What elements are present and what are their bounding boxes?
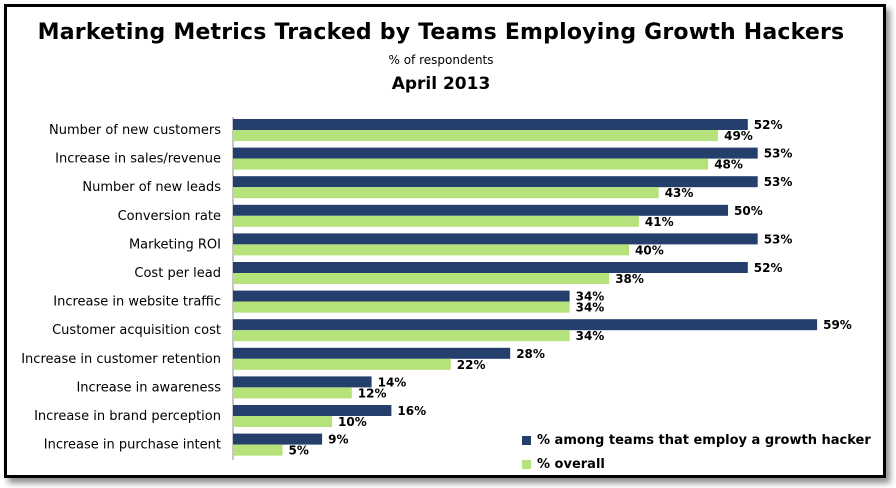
value-label-overall: 22%: [457, 358, 486, 372]
category-label: Increase in customer retention: [21, 352, 221, 367]
value-label-growth-hacker: 53%: [764, 147, 793, 161]
value-label-growth-hacker: 59%: [823, 318, 852, 332]
category-label: Number of new leads: [82, 180, 221, 195]
value-label-growth-hacker: 34%: [576, 290, 605, 304]
category-label: Increase in awareness: [76, 380, 221, 395]
value-label-growth-hacker: 50%: [734, 204, 763, 218]
legend-label-series2: % overall: [537, 456, 605, 472]
bar-growth-hacker: [233, 347, 511, 359]
bar-growth-hacker: [233, 204, 728, 216]
legend-swatch-series2: [522, 459, 531, 469]
category-label: Customer acquisition cost: [52, 323, 221, 338]
value-label-overall: 38%: [615, 272, 644, 286]
value-label-overall: 12%: [358, 386, 387, 400]
bar-overall: [233, 387, 352, 399]
bar-overall: [233, 130, 719, 141]
legend-swatch-series1: [522, 435, 531, 445]
bar-growth-hacker: [233, 290, 570, 302]
value-label-growth-hacker: 53%: [764, 175, 793, 189]
legend-label-series1: % among teams that employ a growth hacke…: [537, 432, 871, 448]
value-label-growth-hacker: 16%: [397, 404, 426, 418]
bar-growth-hacker: [233, 376, 372, 388]
bar-growth-hacker: [233, 319, 818, 331]
chart-title: Marketing Metrics Tracked by Teams Emplo…: [37, 20, 845, 45]
bar-growth-hacker: [233, 176, 758, 188]
bar-overall: [233, 244, 629, 256]
value-label-overall: 34%: [576, 329, 605, 343]
value-label-overall: 5%: [289, 444, 309, 458]
value-label-growth-hacker: 52%: [754, 118, 783, 132]
category-label: Conversion rate: [118, 209, 221, 224]
category-label: Increase in website traffic: [53, 295, 221, 310]
bar-overall: [233, 215, 639, 227]
bar-growth-hacker: [233, 433, 323, 445]
bar-growth-hacker: [233, 147, 758, 159]
category-label: Increase in sales/revenue: [55, 152, 221, 167]
bar-growth-hacker: [233, 405, 392, 416]
bar-overall: [233, 330, 570, 342]
legend-item-series1: % among teams that employ a growth hacke…: [522, 428, 871, 452]
value-label-growth-hacker: 52%: [754, 261, 783, 275]
chart-date: April 2013: [391, 74, 491, 94]
bar-growth-hacker: [233, 262, 748, 273]
category-label: Increase in brand perception: [34, 409, 221, 424]
chart-subtitle: % of respondents: [388, 53, 494, 67]
value-label-overall: 48%: [714, 158, 743, 172]
legend-item-series2: % overall: [522, 452, 871, 476]
bar-growth-hacker: [233, 233, 758, 245]
bar-overall: [233, 416, 332, 427]
bar-overall: [233, 301, 570, 313]
value-label-overall: 10%: [338, 415, 367, 429]
category-label: Number of new customers: [49, 123, 221, 138]
bar-overall: [233, 273, 610, 284]
value-label-overall: 34%: [576, 301, 605, 315]
value-label-overall: 40%: [635, 243, 664, 257]
category-label: Cost per lead: [134, 266, 221, 281]
value-label-overall: 41%: [645, 215, 674, 229]
category-label: Increase in purchase intent: [44, 438, 221, 453]
bar-growth-hacker: [233, 119, 748, 130]
value-label-overall: 49%: [724, 129, 753, 143]
value-label-overall: 43%: [665, 186, 694, 200]
value-label-growth-hacker: 9%: [328, 433, 348, 447]
bar-overall: [233, 358, 451, 370]
chart-legend: % among teams that employ a growth hacke…: [522, 428, 871, 476]
value-label-growth-hacker: 28%: [516, 347, 545, 361]
bar-overall: [233, 444, 283, 456]
value-label-growth-hacker: 14%: [378, 375, 407, 389]
value-label-growth-hacker: 53%: [764, 232, 793, 246]
bar-overall: [233, 187, 659, 199]
category-label: Marketing ROI: [129, 237, 221, 252]
bar-overall: [233, 158, 709, 170]
